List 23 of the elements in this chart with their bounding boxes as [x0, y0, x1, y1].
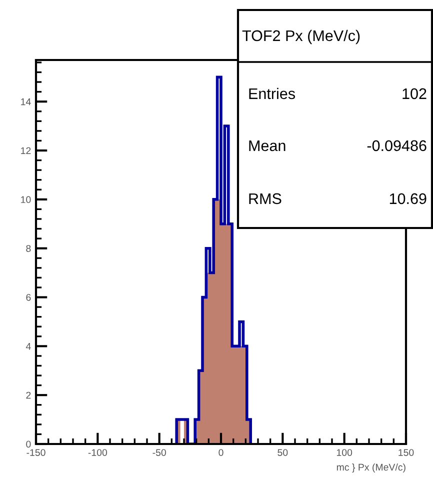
x-tick-label: 50 [278, 449, 288, 456]
annotation: -0.09486 [367, 140, 426, 152]
y-tick-label: 6 [26, 294, 31, 301]
y-tick-label: 0 [26, 440, 31, 448]
annotation: Entries [249, 88, 295, 100]
y-tick-label: 8 [26, 245, 31, 252]
chart-title: TOF2 Px (MeV/c) [242, 30, 360, 44]
x-tick-label: -100 [88, 449, 108, 456]
x-tick-label: 100 [336, 449, 352, 456]
y-tick-label: 14 [21, 98, 31, 106]
y-tick-label: 4 [26, 343, 31, 350]
x-tick-label: 150 [398, 449, 414, 456]
x-axis-title: mc } Px (MeV/c) [336, 463, 406, 473]
y-tick-label: 12 [21, 147, 31, 154]
y-tick-label: 2 [26, 392, 31, 399]
x-tick-label: -150 [26, 449, 46, 456]
annotation: Mean [249, 140, 286, 152]
annotation: RMS [249, 193, 282, 204]
annotation: 10.69 [390, 193, 426, 204]
annotation: 102 [402, 88, 426, 100]
y-tick-label: 10 [21, 196, 31, 204]
x-tick-label: 0 [218, 449, 224, 456]
x-tick-label: -50 [152, 449, 166, 456]
